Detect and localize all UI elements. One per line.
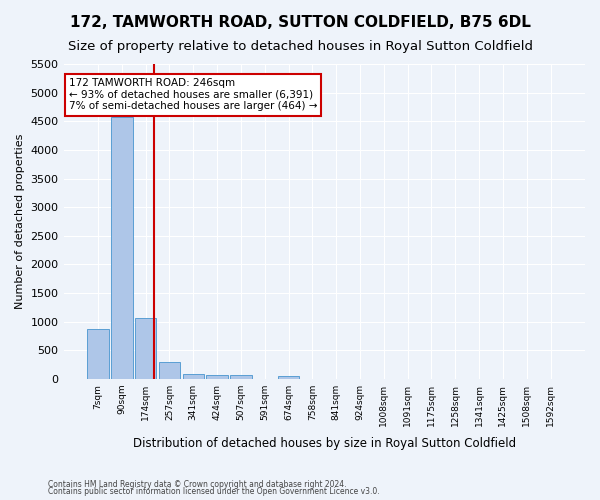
Bar (182, 374, 204, 379)
Bar (230, 375, 251, 379)
Bar (159, 362, 180, 379)
Text: 172, TAMWORTH ROAD, SUTTON COLDFIELD, B75 6DL: 172, TAMWORTH ROAD, SUTTON COLDFIELD, B7… (70, 15, 530, 30)
Bar (87, 329, 109, 379)
Bar (278, 376, 299, 379)
Bar (111, 117, 133, 379)
Y-axis label: Number of detached properties: Number of detached properties (15, 134, 25, 309)
Bar (135, 318, 157, 379)
Text: Contains public sector information licensed under the Open Government Licence v3: Contains public sector information licen… (48, 487, 380, 496)
X-axis label: Distribution of detached houses by size in Royal Sutton Coldfield: Distribution of detached houses by size … (133, 437, 516, 450)
Bar (206, 375, 228, 379)
Text: Size of property relative to detached houses in Royal Sutton Coldfield: Size of property relative to detached ho… (67, 40, 533, 53)
Text: 172 TAMWORTH ROAD: 246sqm
← 93% of detached houses are smaller (6,391)
7% of sem: 172 TAMWORTH ROAD: 246sqm ← 93% of detac… (69, 78, 317, 112)
Text: Contains HM Land Registry data © Crown copyright and database right 2024.: Contains HM Land Registry data © Crown c… (48, 480, 347, 489)
